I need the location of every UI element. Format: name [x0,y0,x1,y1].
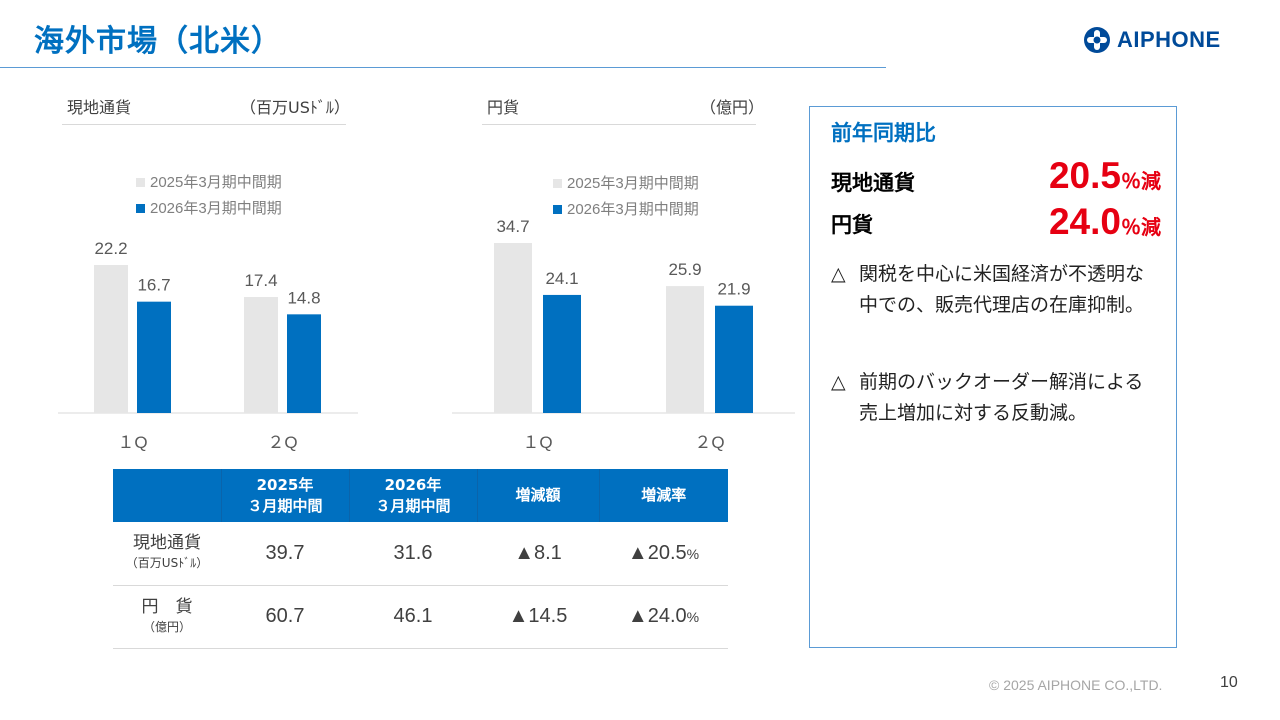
bar [94,265,128,413]
page-number: 10 [1220,674,1238,691]
right-chart-header-rule [482,124,756,125]
delta-icon: △ [831,371,846,393]
legend-label: 2025年3月期中間期 [150,174,282,191]
local-currency-row: 現地通貨 20.5％減 [831,155,1161,203]
table-header-2026: 2026年 ３月期中間 [349,469,478,522]
rate-unit: % [686,545,700,562]
cell-2026: 31.6 [349,522,477,586]
page-title: 海外市場（北米） [34,24,282,59]
cell-rate: ▲20.5% [599,522,728,586]
row-label-sub: （百万USﾄﾞﾙ） [125,556,209,571]
yoy-info-box: 前年同期比 現地通貨 20.5％減 円貨 24.0％減 △ 関税を中心に米国経済… [809,106,1177,648]
bar [666,286,704,413]
legend-swatch [136,204,145,213]
local-currency-label: 現地通貨 [831,171,915,195]
cell-2025: 39.7 [221,522,349,586]
data-label: 24.1 [545,269,578,288]
cell-rate: ▲24.0% [599,585,728,649]
legend-swatch [553,179,562,188]
table-header-2025: 2025年 ３月期中間 [221,469,350,522]
legend-swatch [136,178,145,187]
cell-diff: ▲14.5 [477,585,599,649]
left-bar-chart: 2025年3月期中間期 2026年3月期中間期 22.2 16.7 １Q 17.4 14.8… [58,174,358,452]
legend-label: 2026年3月期中間期 [567,201,699,218]
table-row: 現地通貨 （百万USﾄﾞﾙ） 39.7 31.6 ▲8.1 ▲20.5% [113,522,728,586]
table-header-rate: 増減率 [599,469,728,522]
row-label-main: 円 貨 [141,596,193,617]
row-label: 現地通貨 （百万USﾄﾞﾙ） [113,522,221,586]
right-bar-chart: 2025年3月期中間期 2026年3月期中間期 34.7 24.1 １Q 25.9 21.9… [452,175,795,452]
rate-value: ▲20.5 [627,541,687,564]
rate-unit: % [686,609,700,625]
copyright: © 2025 AIPHONE CO.,LTD. [989,677,1163,693]
local-currency-unit: ％減 [1121,169,1161,193]
data-label: 34.7 [496,217,529,236]
title-divider [0,67,886,68]
summary-table: 2025年 ３月期中間 2026年 ３月期中間 増減額 増減率 現地通貨 （百万… [113,469,728,649]
bar [244,297,278,413]
rate-value: ▲24.0 [627,605,687,627]
data-label: 22.2 [94,239,127,258]
table-row: 円 貨 （億円） 60.7 46.1 ▲14.5 ▲24.0% [113,585,728,649]
data-label: 25.9 [668,260,701,279]
row-label-main: 現地通貨 [133,533,201,554]
aiphone-logo-icon [1084,27,1110,53]
bar [543,294,581,413]
row-label: 円 貨 （億円） [113,585,221,649]
legend-swatch [553,205,562,214]
note-backorder-text: 前期のバックオーダー解消による売上増加に対する反動減。 [859,371,1144,424]
table-header-diff: 増減額 [477,469,600,522]
yen-row: 円貨 24.0％減 [831,201,1161,249]
yoy-heading: 前年同期比 [831,121,936,145]
x-tick-label: ２Q [267,433,297,452]
data-label: 21.9 [717,280,750,299]
bar [494,243,532,413]
header-2026-line1: 2026年 [384,475,442,494]
data-label: 17.4 [244,271,277,290]
bar [715,305,753,413]
legend-label: 2026年3月期中間期 [150,200,282,217]
left-chart-unit: （百万USﾄﾞﾙ） [240,98,350,117]
right-chart-label: 円貨 [487,98,520,117]
yen-value: 24.0 [1048,201,1121,242]
local-currency-value: 20.5 [1048,155,1121,196]
cell-2026: 46.1 [349,585,477,649]
table-header-row: 2025年 ３月期中間 2026年 ３月期中間 増減額 増減率 [113,469,728,522]
local-currency-change: 20.5％減 [1049,155,1161,197]
company-logo: AIPHONE [1083,26,1221,54]
note-backorder: △ 前期のバックオーダー解消による売上増加に対する反動減。 [831,367,1161,429]
legend-label: 2025年3月期中間期 [567,175,699,192]
yen-change: 24.0％減 [1049,201,1161,243]
yen-unit: ％減 [1121,215,1161,239]
yen-label: 円貨 [831,213,873,237]
data-label: 16.7 [137,276,170,295]
x-tick-label: １Q [522,433,552,452]
header-2025-line2: ３月期中間 [247,496,323,515]
left-chart-label: 現地通貨 [67,98,132,117]
logo-text: AIPHONE [1117,27,1221,52]
cell-2025: 60.7 [221,585,349,649]
x-tick-label: ２Q [694,433,724,452]
row-label-sub: （億円） [142,619,191,634]
header-2026-line2: ３月期中間 [375,496,451,515]
cell-diff: ▲8.1 [477,522,599,586]
bar [287,314,321,413]
note-tariff: △ 関税を中心に米国経済が不透明な中での、販売代理店の在庫抑制。 [831,259,1161,321]
left-chart-header-rule [62,124,346,125]
table-header-empty [113,469,222,522]
right-chart-unit: （億円） [700,98,765,117]
note-tariff-text: 関税を中心に米国経済が不透明な中での、販売代理店の在庫抑制。 [859,263,1145,316]
delta-icon: △ [831,263,846,285]
x-tick-label: １Q [117,433,147,452]
bar [137,301,171,413]
header-2025-line1: 2025年 [256,475,314,494]
data-label: 14.8 [287,288,320,307]
